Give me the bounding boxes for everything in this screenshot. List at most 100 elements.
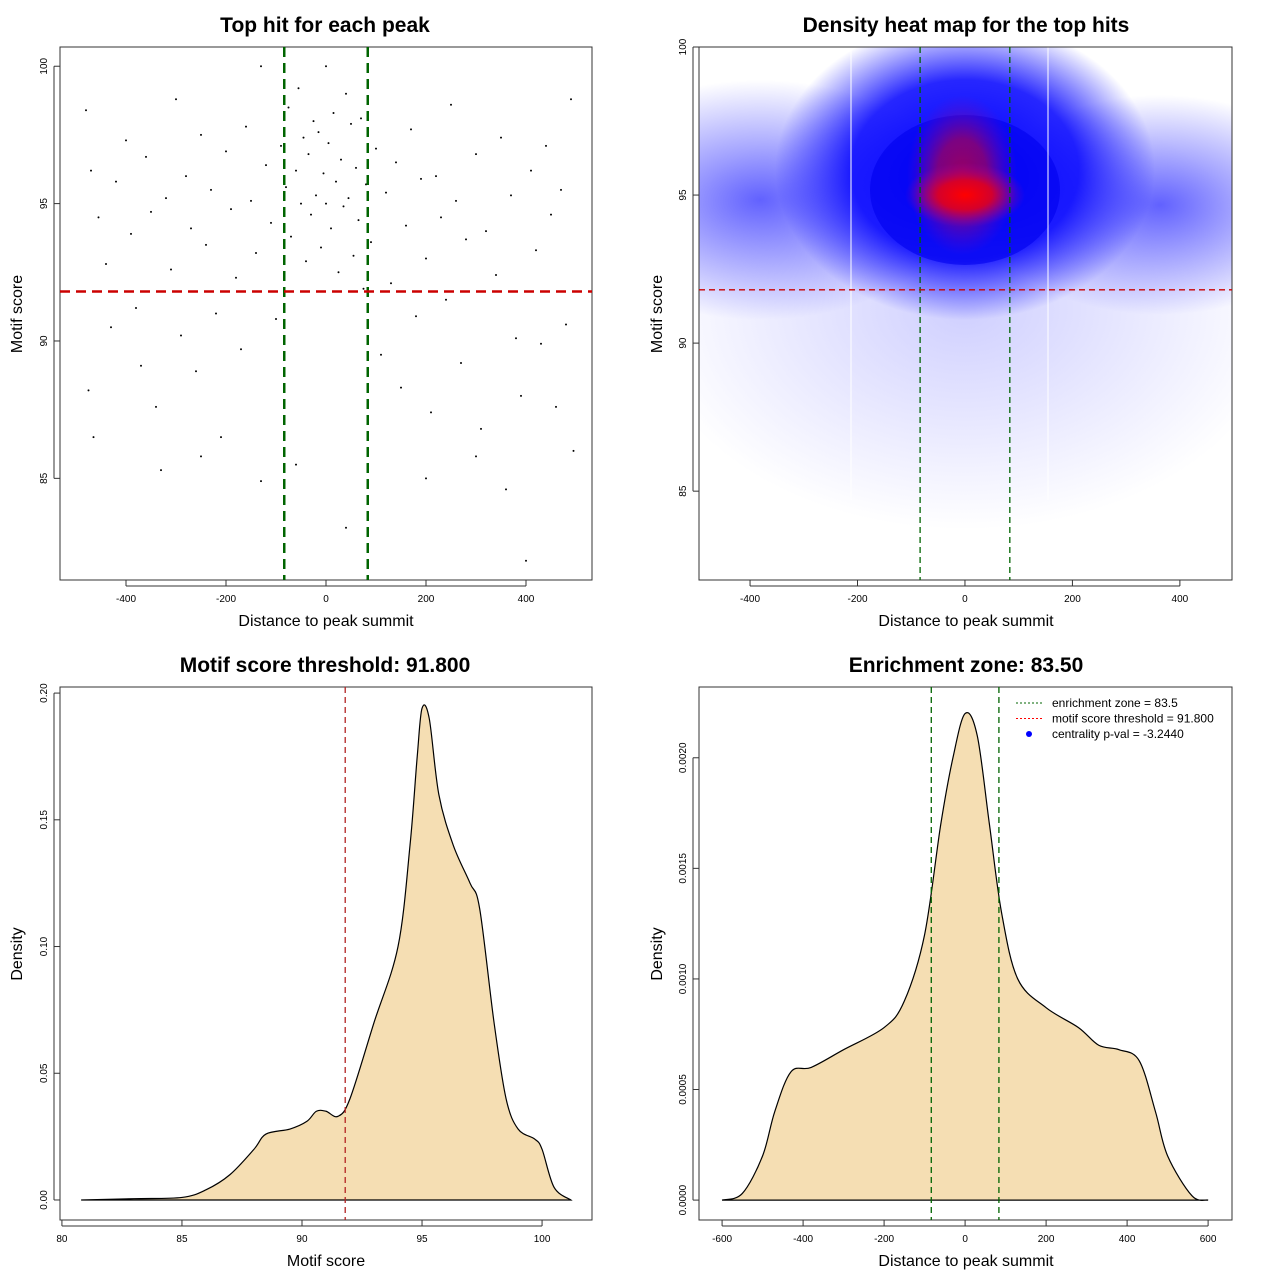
panel4-legend-dot-icon <box>1026 731 1032 737</box>
panel3-xtick-label: 100 <box>534 1234 551 1245</box>
panel1-point <box>395 161 397 164</box>
panel4-legend-label: centrality p-val = -3.2440 <box>1052 727 1184 741</box>
panel1-point <box>355 166 357 169</box>
panel1-point <box>240 348 242 351</box>
panel3-xtick-label: 80 <box>56 1234 68 1245</box>
panel1-point <box>230 208 232 211</box>
panel1-point <box>195 370 197 373</box>
panel1-point <box>375 147 377 150</box>
panel1-ytick-label: 100 <box>39 57 50 74</box>
panel1-xlabel: Distance to peak summit <box>238 613 414 630</box>
panel3-ytick-label: 0.05 <box>39 1063 50 1083</box>
panel1-point <box>260 65 262 68</box>
panel1-point <box>370 241 372 244</box>
panel4-xtick-label: -200 <box>874 1234 894 1245</box>
panel1-point <box>390 282 392 285</box>
panel1-point <box>255 252 257 255</box>
panel1-point <box>440 216 442 219</box>
panel1-point <box>485 230 487 233</box>
panel1-point <box>175 98 177 101</box>
panel1-point <box>335 180 337 183</box>
panel1-xtick-label: 0 <box>323 594 329 605</box>
panel1-point <box>205 243 207 246</box>
panel1-point <box>410 128 412 131</box>
panel1-xtick-label: 200 <box>418 594 435 605</box>
panel4-xtick-label: 200 <box>1038 1234 1055 1245</box>
panel1-point <box>405 224 407 227</box>
chart-layer: -400 -200 0 200 400 85 90 95 100 -400 -200 0 200 400 8… <box>39 38 1233 1245</box>
panel1-xtick-label: -200 <box>216 594 236 605</box>
panel1-point <box>505 488 507 491</box>
panel1-point <box>330 227 332 230</box>
panel1-point <box>455 199 457 202</box>
panel1-title: Top hit for each peak <box>220 14 430 37</box>
panel3-ytick-label: 0.20 <box>39 683 50 703</box>
panel1-point <box>275 317 277 320</box>
panel2-frame <box>698 46 1233 581</box>
panel1-point <box>312 120 315 123</box>
panel1-ytick-label: 90 <box>39 335 50 347</box>
panel1-point <box>180 334 182 337</box>
panel3-title: Motif score threshold: 91.800 <box>180 654 471 677</box>
panel1-point <box>565 323 567 326</box>
panel1-point <box>352 254 355 257</box>
panel1-point <box>185 175 187 178</box>
panel2-xtick-label: -200 <box>847 594 867 605</box>
panel1-point <box>305 260 307 263</box>
panel1-point <box>225 150 227 153</box>
panel1-point <box>555 405 557 408</box>
panel4-ytick-label: 0.0000 <box>678 1184 689 1215</box>
panel1-point <box>340 158 342 161</box>
panel1-point <box>510 194 512 197</box>
panel1-point <box>110 326 112 329</box>
panel1-point <box>290 235 292 238</box>
panel1-point <box>480 427 482 430</box>
panel1-point <box>515 337 517 340</box>
panel4-xtick-label: -400 <box>793 1234 813 1245</box>
panel1-point <box>245 125 247 128</box>
panel1-ylabel: Motif score <box>9 275 26 353</box>
panel2-ytick-label: 90 <box>678 337 689 349</box>
panel1-point <box>280 144 282 147</box>
panel1-point <box>475 455 477 458</box>
panel1-point <box>140 364 142 367</box>
panel1-point <box>425 477 427 480</box>
panel1-point <box>345 526 347 529</box>
panel1-point <box>200 455 202 458</box>
panel4-xtick-label: -600 <box>712 1234 732 1245</box>
panel3-density-area <box>81 704 573 1201</box>
panel1-point <box>460 361 462 364</box>
panel1-point <box>295 463 297 466</box>
panel3-xtick-label: 95 <box>416 1234 428 1245</box>
panel1-point <box>327 142 330 145</box>
panel1-point <box>190 227 192 230</box>
panel1-point <box>130 232 132 235</box>
panel1-point <box>342 205 345 208</box>
panel1-point <box>450 103 452 106</box>
panel1-point <box>145 155 147 158</box>
panel1-point <box>302 136 305 139</box>
panel1-point <box>300 202 302 205</box>
panel1-point <box>92 436 95 439</box>
panel3-ytick-label: 0.10 <box>39 936 50 956</box>
panel1-point <box>250 199 252 202</box>
panel1-point <box>295 169 297 172</box>
panel1-point <box>545 144 547 147</box>
panel1-ytick-label: 85 <box>39 472 50 484</box>
panel3-ytick-label: 0.00 <box>39 1190 50 1210</box>
panel3-ytick-label: 0.15 <box>39 810 50 830</box>
panel1-point <box>87 389 90 392</box>
panel3-xlabel: Motif score <box>287 1253 365 1270</box>
panel1-point <box>215 312 217 315</box>
panel4-ytick-label: 0.0005 <box>678 1074 689 1105</box>
panel1-point <box>210 188 212 191</box>
panel2-xlabel: Distance to peak summit <box>878 613 1054 630</box>
panel1-point <box>200 133 202 136</box>
panel1-point <box>97 216 100 219</box>
panel1-point <box>155 405 157 408</box>
panel2-xtick-label: 0 <box>962 594 968 605</box>
panel1-point <box>362 287 365 290</box>
panel1-point <box>315 194 317 197</box>
panel1-point <box>525 559 527 562</box>
panel4-ytick-label: 0.0015 <box>678 853 689 884</box>
